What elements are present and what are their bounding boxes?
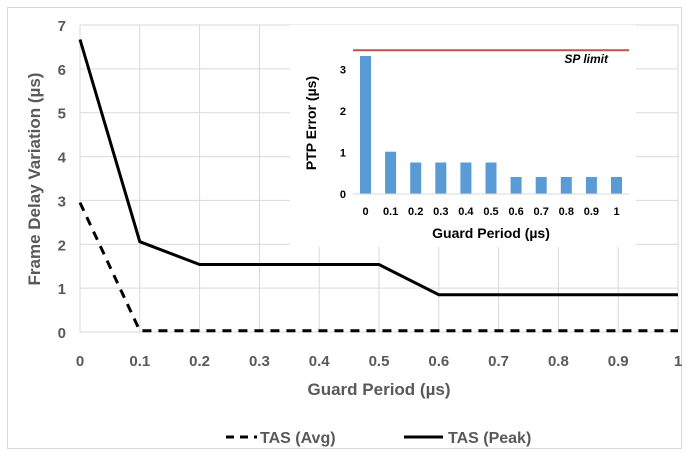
inset-bar [410, 162, 422, 194]
main-x-tick-label: 0 [76, 353, 84, 370]
main-y-tick-label: 0 [58, 325, 66, 342]
inset-y-tick-label: 0 [340, 189, 346, 201]
main-y-tick-label: 5 [58, 106, 66, 123]
inset-x-tick-label: 0.3 [433, 206, 448, 218]
legend-label-avg: TAS (Avg) [260, 430, 336, 447]
main-y-tick-label: 7 [58, 18, 66, 35]
legend-label-peak: TAS (Peak) [448, 430, 531, 447]
main-x-tick-label: 0.8 [548, 353, 569, 370]
sp-limit-label: SP limit [564, 52, 609, 66]
inset-x-tick-label: 0.7 [534, 206, 549, 218]
inset-background [290, 25, 636, 247]
main-x-tick-labels: 0 0.1 0.2 0.3 0.4 0.5 0.6 0.7 0.8 0.9 1 [76, 353, 682, 370]
main-plot-series [78, 39, 678, 333]
inset-y-axis-title: PTP Error (µs) [303, 76, 319, 170]
inset-x-tick-label: 0.8 [559, 206, 574, 218]
inset-x-tick-label: 0.9 [584, 206, 599, 218]
main-x-tick-label: 0.2 [189, 353, 210, 370]
inset-x-tick-labels: 0 0.1 0.2 0.3 0.4 0.5 0.6 0.7 0.8 0.9 1 [362, 206, 619, 218]
inset-bar [385, 151, 397, 194]
inset-bar [485, 162, 497, 194]
inset-y-tick-labels: 0 1 2 3 [340, 65, 346, 201]
main-x-tick-label: 0.3 [249, 353, 270, 370]
inset-x-tick-label: 0 [362, 206, 368, 218]
main-y-tick-label: 1 [58, 281, 66, 298]
main-x-tick-label: 1 [674, 353, 682, 370]
main-y-tick-label: 2 [58, 237, 66, 254]
inset-bar [460, 162, 472, 194]
inset-chart: 0 0.1 0.2 0.3 0.4 0.5 0.6 0.7 0.8 0.9 1 0 1 2 3 SP li… [290, 25, 636, 247]
inset-x-tick-label: 0.6 [508, 206, 523, 218]
inset-x-tick-label: 0.5 [483, 206, 498, 218]
inset-x-tick-label: 0.2 [408, 206, 423, 218]
inset-bar [360, 56, 371, 194]
main-x-tick-label: 0.1 [129, 353, 150, 370]
main-y-tick-labels: 0 1 2 3 4 5 6 7 [58, 18, 67, 342]
inset-bar [585, 177, 597, 194]
inset-bar [435, 162, 447, 194]
inset-y-tick-label: 1 [340, 148, 346, 160]
main-y-tick-label: 4 [58, 150, 67, 167]
main-x-tick-label: 0.7 [488, 353, 509, 370]
inset-x-axis-title: Guard Period (µs) [432, 225, 550, 241]
main-y-axis-title: Frame Delay Variation (µs) [25, 73, 44, 286]
inset-bars [360, 56, 622, 194]
inset-bar [510, 177, 522, 194]
main-x-tick-label: 0.5 [369, 353, 390, 370]
inset-x-tick-label: 1 [613, 206, 619, 218]
inset-y-tick-label: 3 [340, 65, 346, 77]
legend: TAS (Avg) TAS (Peak) [226, 430, 531, 447]
inset-bar [611, 177, 622, 194]
inset-y-tick-label: 2 [340, 106, 346, 118]
inset-x-tick-label: 0.4 [458, 206, 474, 218]
main-y-tick-label: 6 [58, 62, 66, 79]
inset-bar [560, 177, 572, 194]
main-y-tick-label: 3 [58, 193, 66, 210]
inset-bar [535, 177, 547, 194]
inset-x-tick-label: 0.1 [383, 206, 398, 218]
main-x-tick-label: 0.6 [428, 353, 449, 370]
series-line-tas-peak [78, 39, 678, 297]
main-x-tick-label: 0.9 [608, 353, 629, 370]
main-x-axis-title: Guard Period (µs) [308, 380, 451, 399]
main-x-tick-label: 0.4 [309, 353, 331, 370]
series-line-tas-avg [78, 201, 678, 333]
